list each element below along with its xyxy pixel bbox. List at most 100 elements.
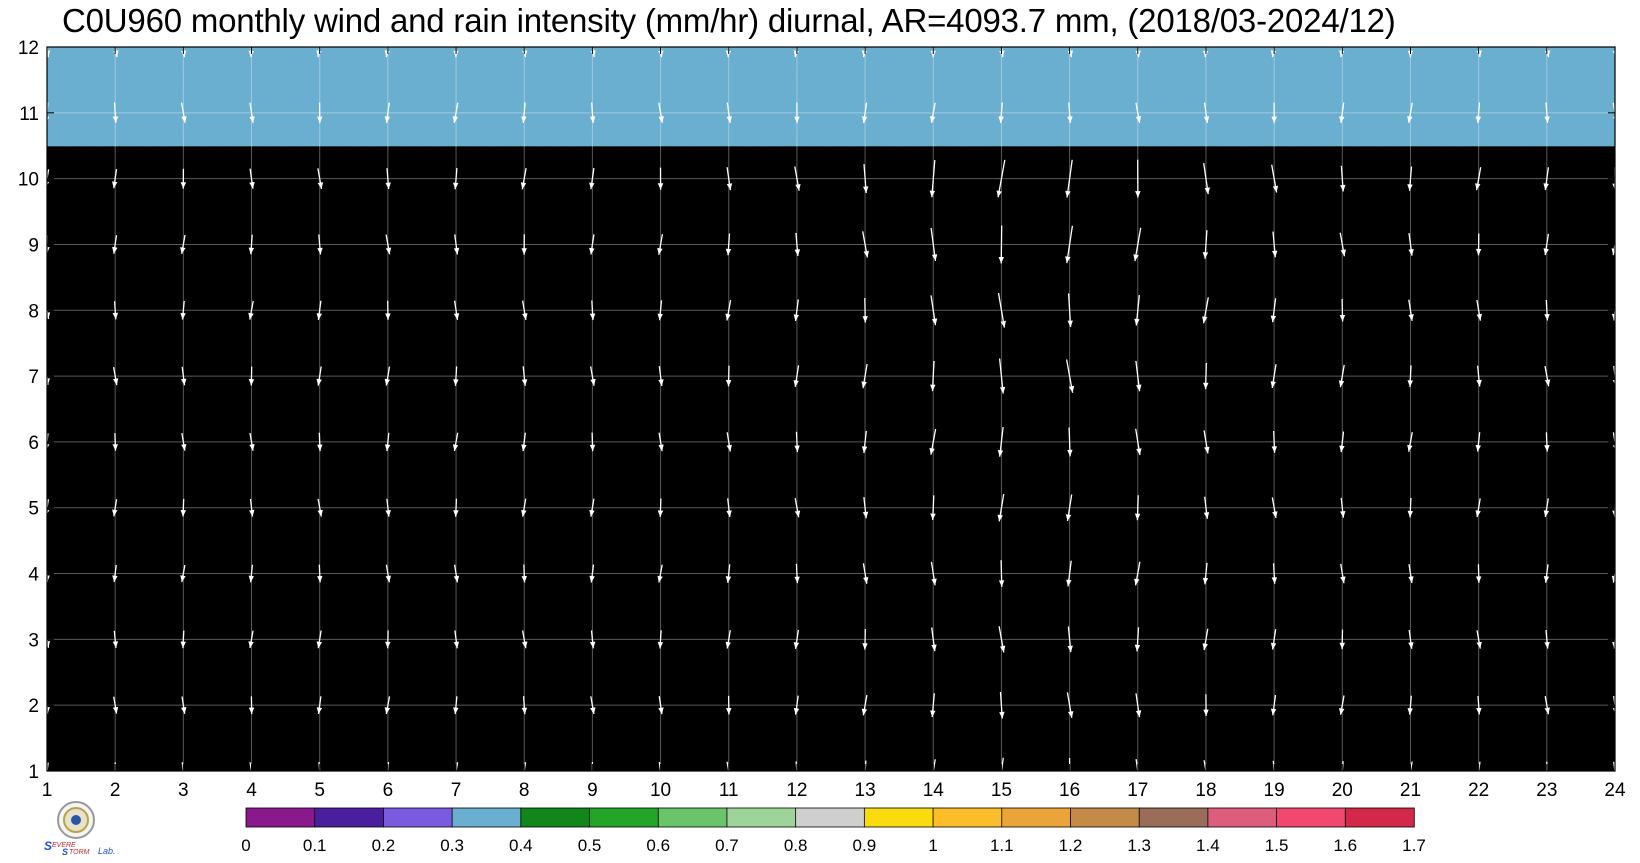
heatmap-cell — [558, 365, 576, 377]
heatmap-cell — [217, 222, 236, 235]
heatmap-cell — [865, 211, 883, 224]
heatmap-cell — [1052, 233, 1071, 246]
heatmap-cell — [439, 683, 457, 695]
heatmap-cell — [1546, 683, 1565, 695]
heatmap-cell — [166, 518, 184, 531]
heatmap-cell — [1018, 474, 1037, 487]
heatmap-cell — [251, 211, 270, 224]
heatmap-cell — [1427, 595, 1446, 608]
heatmap-cell — [115, 299, 133, 311]
heatmap-cell — [490, 496, 508, 509]
heatmap-cell — [694, 255, 713, 267]
heatmap-cell — [1427, 376, 1446, 388]
heatmap-cell — [456, 233, 474, 246]
heatmap-cell — [336, 683, 355, 695]
heatmap-cell — [1512, 409, 1531, 421]
heatmap-cell — [183, 299, 201, 311]
heatmap-cell — [1001, 244, 1020, 257]
heatmap-cell — [1461, 485, 1480, 498]
heatmap-cell — [1461, 441, 1480, 454]
heatmap-cell — [1257, 255, 1275, 267]
heatmap-cell — [490, 398, 508, 410]
heatmap-cell — [115, 738, 133, 750]
heatmap-cell — [234, 200, 253, 213]
heatmap-cell — [1563, 507, 1582, 520]
heatmap-cell — [507, 277, 525, 289]
heatmap-cell — [831, 430, 849, 443]
heatmap-cell — [1188, 354, 1207, 366]
heatmap-cell — [132, 277, 150, 289]
heatmap-cell — [984, 540, 1003, 553]
heatmap-cell — [421, 178, 440, 191]
heatmap-cell — [234, 211, 253, 224]
heatmap-cell — [677, 233, 696, 246]
heatmap-cell — [711, 694, 730, 706]
heatmap-cell — [115, 463, 133, 476]
heatmap-cell — [1376, 738, 1395, 750]
heatmap-cell — [285, 452, 304, 465]
heatmap-cell — [660, 617, 679, 629]
heatmap-cell — [524, 661, 542, 673]
heatmap-cell — [490, 409, 508, 421]
heatmap-cell — [1325, 343, 1343, 355]
heatmap-cell — [353, 189, 372, 202]
heatmap-cell — [1154, 529, 1173, 542]
heatmap-cell — [524, 376, 542, 388]
heatmap-cell — [1035, 540, 1054, 553]
heatmap-cell — [507, 233, 525, 246]
heatmap-cell — [592, 672, 611, 684]
heatmap-cell — [592, 617, 611, 629]
heatmap-cell — [711, 650, 730, 662]
heatmap-cell — [251, 387, 270, 399]
heatmap-cell — [387, 705, 406, 717]
heatmap-cell — [166, 222, 184, 235]
heatmap-cell — [1597, 189, 1615, 202]
heatmap-cell — [64, 178, 82, 191]
heatmap-cell — [1018, 650, 1037, 662]
heatmap-cell — [916, 277, 934, 289]
heatmap-cell — [1205, 321, 1224, 333]
heatmap-cell — [285, 409, 304, 421]
heatmap-cell — [302, 222, 321, 235]
heatmap-cell — [728, 222, 747, 235]
heatmap-cell — [762, 430, 781, 443]
heatmap-cell — [1137, 683, 1156, 695]
heatmap-cell — [1103, 650, 1122, 662]
heatmap-cell — [1546, 562, 1565, 575]
heatmap-cell — [1274, 321, 1292, 333]
heatmap-cell — [1223, 650, 1241, 662]
heatmap-cell — [677, 310, 696, 322]
chart-title: C0U960 monthly wind and rain intensity (… — [62, 2, 1396, 39]
heatmap-cell — [1188, 244, 1207, 257]
heatmap-cell — [1427, 189, 1446, 202]
heatmap-cell — [217, 376, 236, 388]
heatmap-cell — [882, 584, 900, 597]
heatmap-cell — [848, 387, 866, 399]
heatmap-cell — [1291, 288, 1309, 300]
heatmap-cell — [268, 463, 287, 476]
heatmap-cell — [421, 343, 440, 355]
heatmap-cell — [98, 496, 116, 509]
heatmap-cell — [1018, 562, 1037, 575]
heatmap-cell — [1223, 398, 1241, 410]
heatmap-cell — [1512, 683, 1531, 695]
heatmap-cell — [64, 551, 82, 564]
heatmap-cell — [592, 178, 611, 191]
heatmap-cell — [933, 365, 951, 377]
heatmap-cell — [1171, 672, 1190, 684]
heatmap-cell — [711, 540, 730, 553]
heatmap-cell — [575, 617, 593, 629]
heatmap-cell — [1069, 233, 1088, 246]
heatmap-cell — [933, 705, 951, 717]
heatmap-cell — [1171, 749, 1190, 761]
heatmap-cell — [1529, 551, 1548, 564]
heatmap-cell — [115, 430, 133, 443]
heatmap-cell — [524, 419, 542, 432]
heatmap-cell — [1325, 584, 1343, 597]
heatmap-cell — [1495, 628, 1514, 640]
heatmap-cell — [421, 419, 440, 432]
heatmap-cell — [336, 387, 355, 399]
heatmap-cell — [694, 452, 713, 465]
heatmap-cell — [1171, 595, 1190, 608]
heatmap-cell — [268, 661, 287, 673]
